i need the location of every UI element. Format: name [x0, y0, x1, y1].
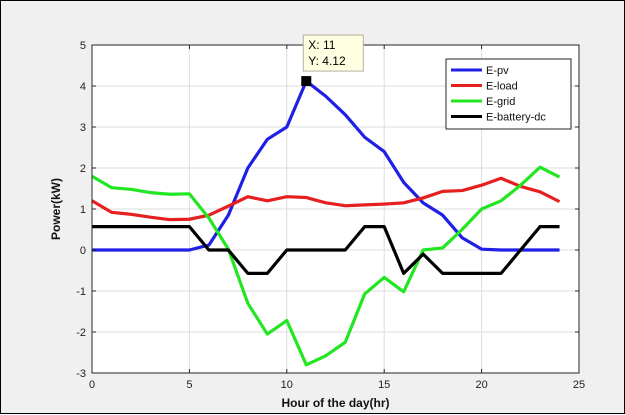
- x-tick-label: 15: [378, 379, 390, 391]
- y-tick-label: 5: [80, 40, 86, 52]
- x-axis-label: Hour of the day(hr): [282, 396, 390, 410]
- y-tick-label: 0: [80, 245, 86, 257]
- y-tick-label: -1: [76, 286, 86, 298]
- y-tick-label: -3: [76, 368, 86, 380]
- x-tick-label: 25: [573, 379, 585, 391]
- y-tick-label: 3: [80, 122, 86, 134]
- legend-label: E-load: [486, 81, 518, 93]
- x-tick-label: 20: [475, 379, 487, 391]
- y-tick-label: 4: [80, 81, 86, 93]
- datatip-y-text: Y: 4.12: [308, 54, 346, 68]
- x-tick-label: 10: [281, 379, 293, 391]
- legend[interactable]: E-pv E-load E-grid E-battery-dc: [445, 58, 572, 130]
- datatip-x-text: X: 11: [308, 38, 335, 52]
- series-line-e-pv: [92, 79, 560, 252]
- datatip-box: [302, 34, 364, 72]
- series-line-e-grid: [91, 165, 561, 367]
- y-tick-label: 1: [80, 204, 86, 216]
- datatip-marker[interactable]: [301, 76, 312, 87]
- series-line-e-battery-dc: [92, 225, 560, 275]
- x-tick-label: 5: [186, 379, 192, 391]
- y-tick-label: -2: [76, 327, 86, 339]
- datatip[interactable]: X: 11 Y: 4.12: [301, 34, 364, 87]
- series-lines: [91, 79, 561, 367]
- y-axis-label: Power(kW): [49, 178, 63, 240]
- series-line-e-load: [91, 176, 561, 222]
- axis-ticks: 0 5 10 15 20 25 -3 -2 -1 0 1 2 3 4 5: [76, 40, 585, 391]
- legend-label: E-grid: [486, 96, 515, 108]
- y-tick-label: 2: [80, 163, 86, 175]
- x-tick-label: 0: [89, 379, 95, 391]
- legend-label: E-battery-dc: [486, 112, 546, 124]
- legend-label: E-pv: [486, 65, 509, 77]
